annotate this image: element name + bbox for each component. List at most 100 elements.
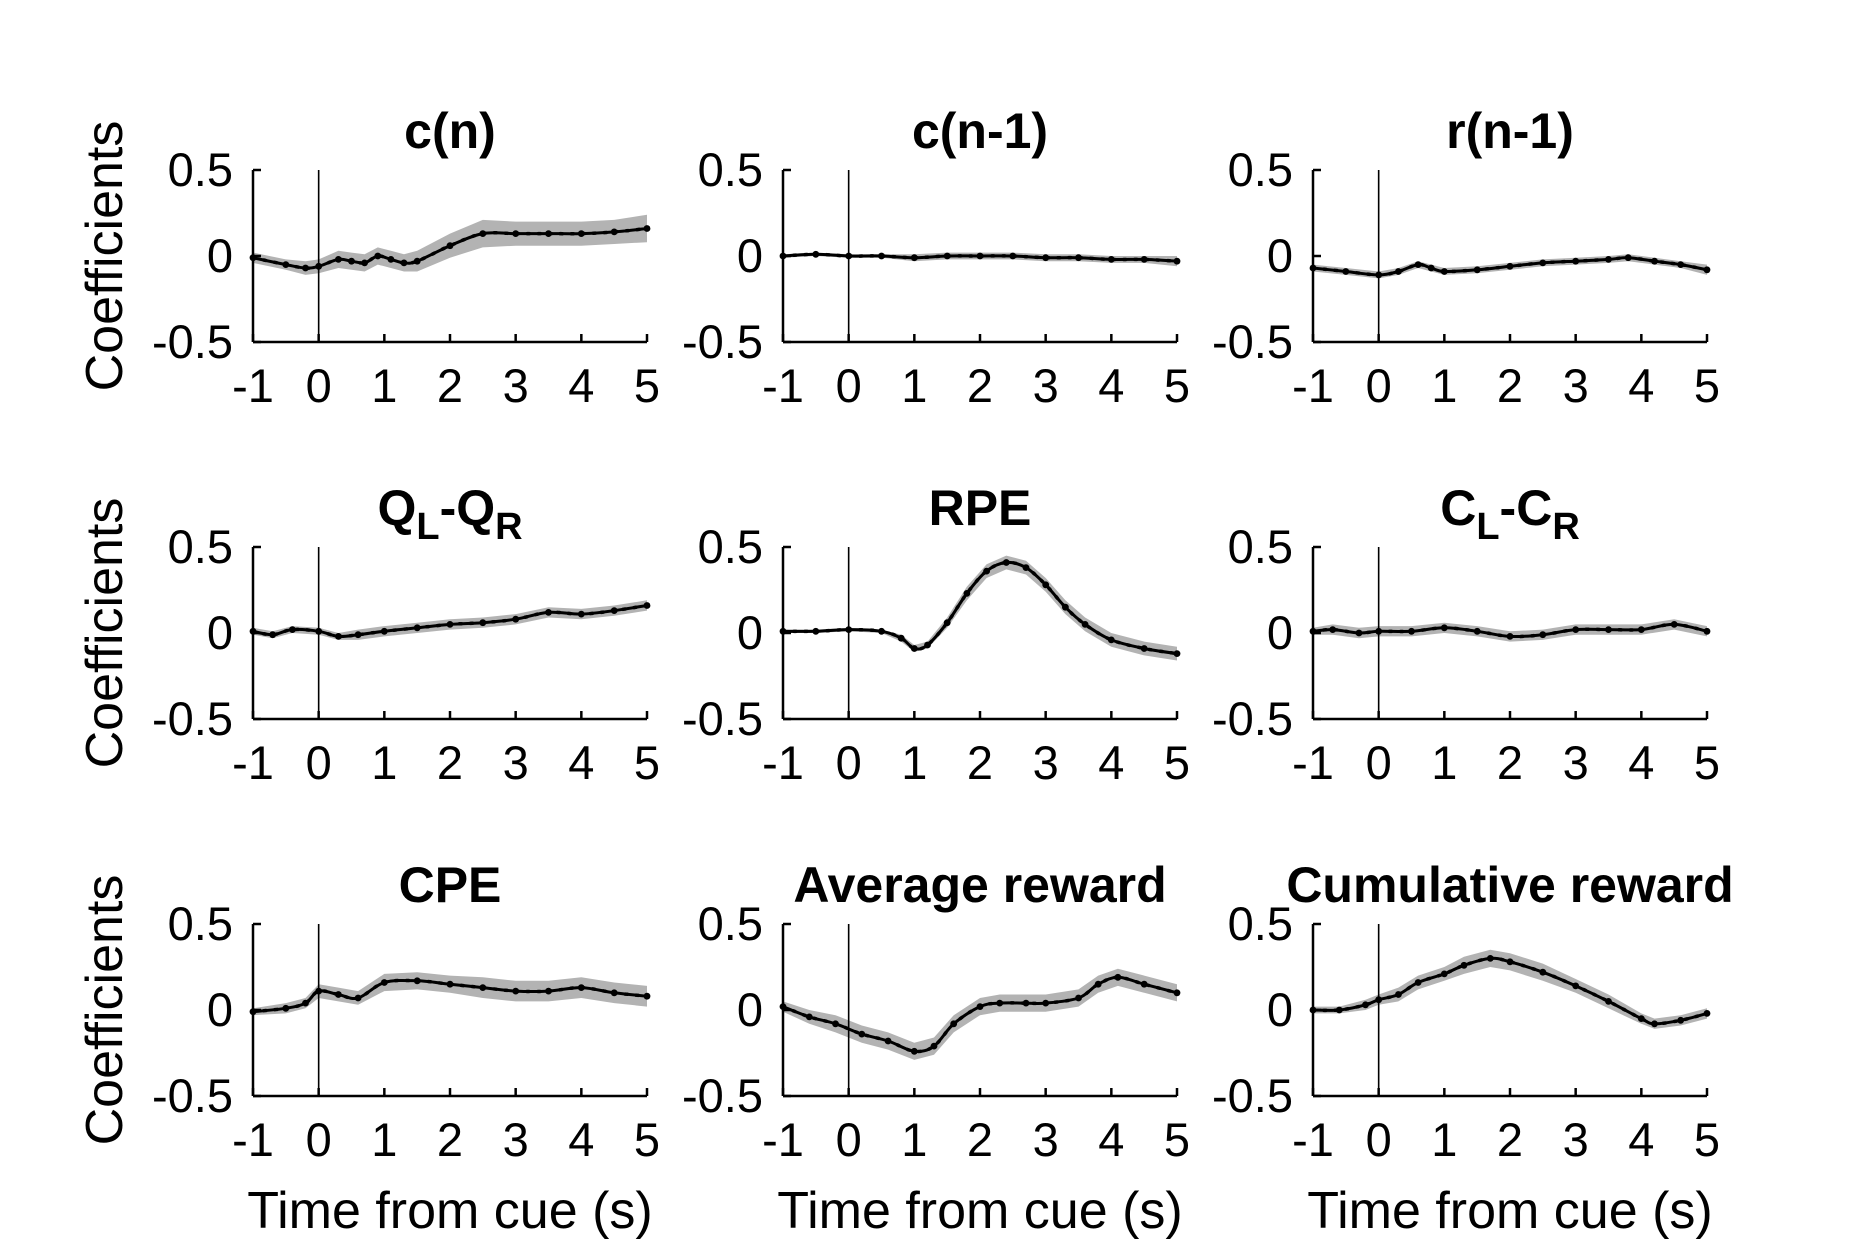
confidence-band [783,968,1177,1060]
x-tick-label: 3 [1563,736,1589,789]
x-tick-label: 2 [967,1113,993,1166]
x-tick-label: 0 [306,736,332,789]
x-tick-label: 0 [1366,1113,1392,1166]
x-tick-label: 2 [437,736,463,789]
data-point [545,230,552,238]
y-tick-label: 0.5 [168,143,233,196]
x-tick-label: -1 [762,736,804,789]
x-tick-label: 5 [1694,736,1720,789]
data-point [1440,970,1448,978]
data-point [643,225,651,232]
y-tick-label: -0.5 [1212,692,1293,745]
confidence-band [253,972,647,1016]
x-tick-label: 0 [836,359,862,412]
panel-1: 0.50-0.5-1 0 1 2 3 4 5c(n-1) [682,103,1190,412]
data-point [1605,256,1612,263]
y-tick-label: -0.5 [152,315,233,368]
x-tick-label: 5 [1164,1113,1190,1166]
x-tick-label: 2 [1497,736,1523,789]
panel-title: CL-CR [1440,480,1580,548]
data-point [976,252,984,260]
data-point [479,619,487,627]
data-point [315,262,323,270]
x-tick-label: 5 [1694,1113,1720,1166]
y-tick-label: -0.5 [1212,315,1293,368]
data-point [1440,268,1448,275]
data-point [354,994,362,1002]
x-tick-label: 5 [1694,359,1720,412]
data-point [1140,980,1148,988]
x-tick-label: 1 [371,736,397,789]
data-point [446,980,454,988]
panel-0: 0.50-0.5-1 0 1 2 3 4 5c(n)Coefficients [76,103,660,412]
data-point [479,230,487,238]
data-point [1002,559,1010,566]
x-tick-label: -1 [1292,359,1334,412]
x-tick-label: 0 [1366,736,1392,789]
data-point [335,633,342,640]
data-point [1140,256,1148,263]
data-point [577,984,585,991]
panel-title: c(n-1) [912,103,1048,159]
x-tick-label: 4 [1628,359,1654,412]
data-point [1375,996,1383,1004]
data-point [1042,254,1050,262]
data-point [282,261,290,268]
data-point [943,619,951,627]
panel-title: QL-QR [377,480,522,548]
data-point [1395,991,1402,998]
data-point [1605,626,1612,633]
data-point [1670,621,1678,628]
x-tick-label: 4 [1098,736,1124,789]
x-tick-label: 0 [836,736,862,789]
data-point [1140,645,1148,652]
data-point [943,252,951,260]
data-point [858,1030,866,1038]
data-point [400,259,408,267]
data-point [1173,650,1181,657]
data-point [1572,257,1580,265]
data-point [910,1047,918,1055]
panel-title: r(n-1) [1446,103,1574,159]
data-point [1703,627,1711,635]
y-tick-label: 0.5 [698,520,763,573]
data-point [1539,259,1547,267]
data-point [361,259,368,267]
data-point [512,615,520,623]
x-tick-label: -1 [232,1113,274,1166]
x-tick-label: 2 [437,1113,463,1166]
data-point [1637,1015,1645,1022]
data-point [1440,624,1448,632]
x-tick-label: 4 [1098,359,1124,412]
data-point [1022,999,1030,1007]
x-tick-label: 3 [1033,736,1059,789]
data-point [282,1004,290,1012]
x-tick-label: 4 [568,736,594,789]
data-point [1506,958,1514,966]
panel-title: Average reward [793,857,1166,913]
data-point [643,602,651,609]
x-tick-label: 3 [503,359,529,412]
x-axis-label: Time from cue (s) [777,1182,1182,1240]
data-point [1335,1006,1343,1014]
x-tick-label: 3 [1033,359,1059,412]
data-point [335,256,342,263]
data-point [878,627,885,635]
data-point [577,230,585,238]
panel-2: 0.50-0.5-1 0 1 2 3 4 5r(n-1) [1212,103,1720,412]
data-point [1173,989,1181,997]
x-tick-label: 1 [371,359,397,412]
y-tick-label: 0 [207,606,233,659]
data-point [1539,968,1547,976]
x-tick-label: 5 [634,359,660,412]
y-tick-label: -0.5 [682,692,763,745]
data-point [335,991,342,998]
data-point [348,257,355,265]
data-point [1342,268,1350,275]
y-tick-label: 0.5 [1228,897,1293,950]
x-tick-label: 2 [1497,359,1523,412]
x-tick-label: 3 [503,736,529,789]
confidence-band [1313,949,1707,1029]
x-tick-label: 1 [1431,359,1457,412]
